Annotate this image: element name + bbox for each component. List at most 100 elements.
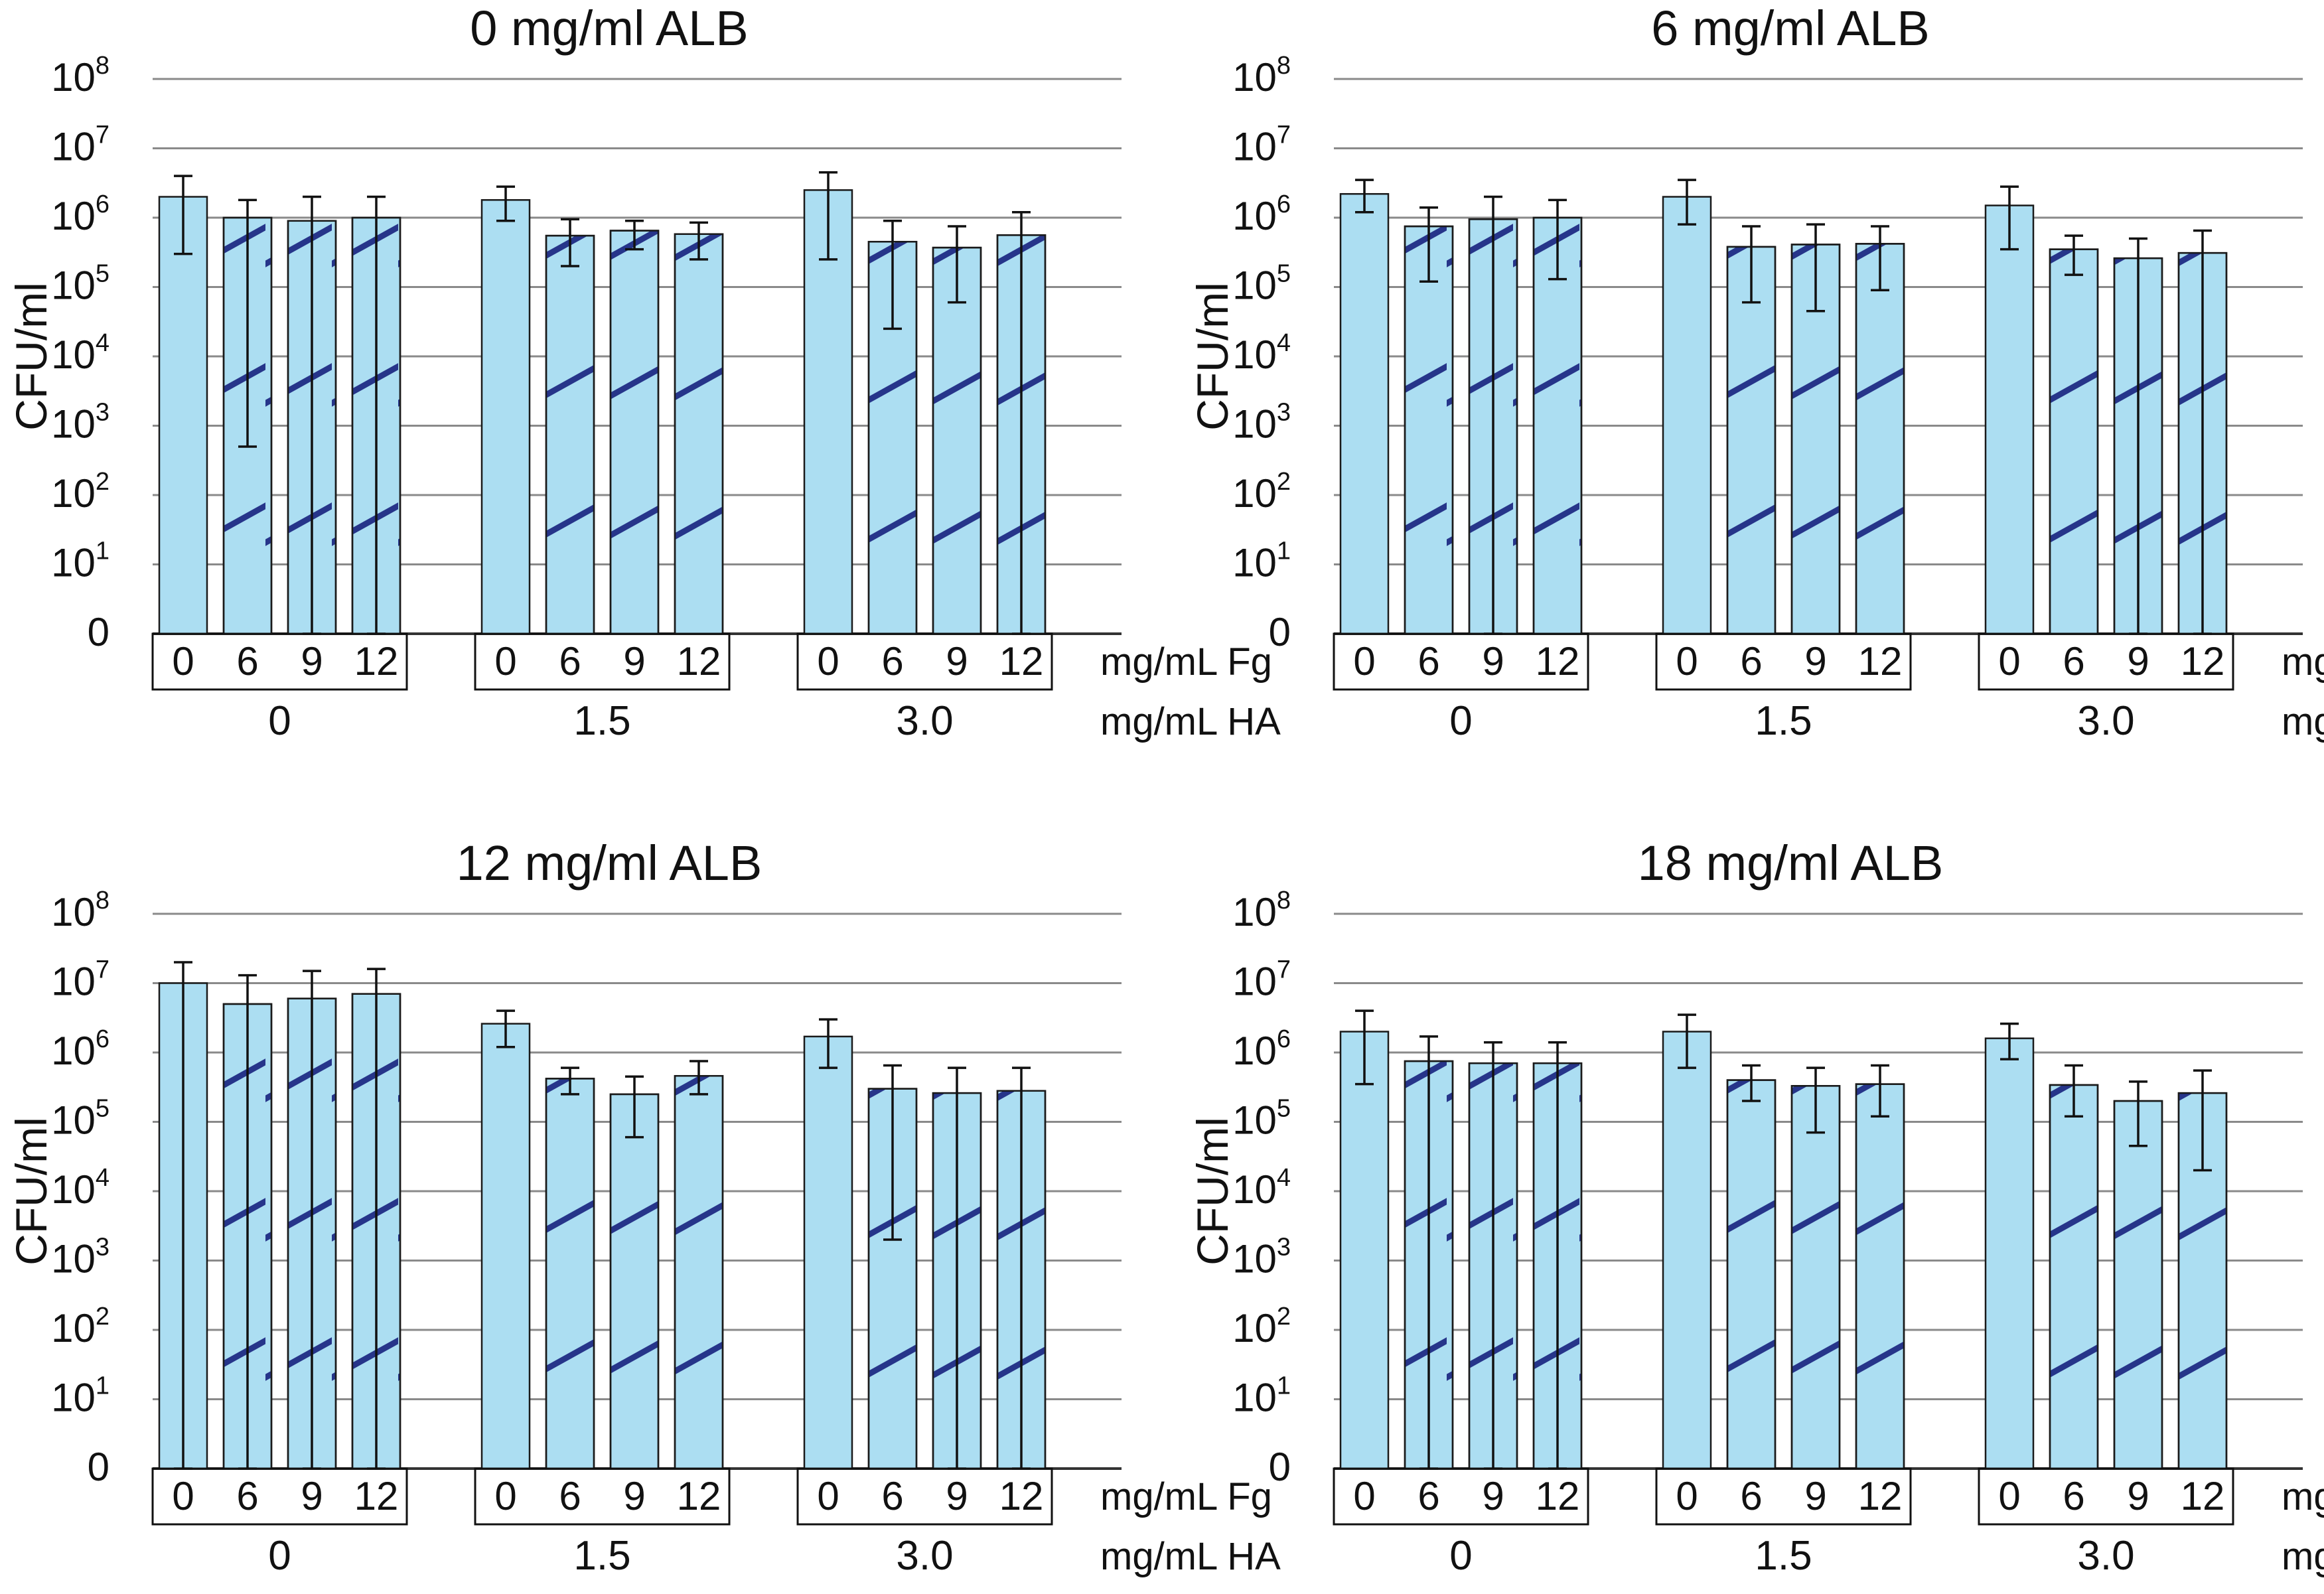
bar-hatch (932, 246, 982, 635)
y-tick-label: 101 (51, 1372, 109, 1420)
fg-label: 9 (1804, 1474, 1826, 1518)
y-tick-label: 104 (51, 1164, 109, 1212)
fg-label: 9 (623, 1474, 645, 1518)
fg-label: 12 (1536, 639, 1580, 684)
fg-label: 0 (1676, 1474, 1698, 1518)
fg-label: 9 (2127, 1474, 2149, 1518)
fg-label: 9 (946, 1474, 968, 1518)
bar (1339, 192, 1390, 635)
y-tick-label: 108 (1232, 52, 1291, 100)
y-tick-label: 107 (1232, 121, 1291, 169)
ha-label: 0 (1449, 698, 1472, 744)
bar-hatch (1532, 216, 1583, 635)
bar (1662, 196, 1712, 635)
y-axis-label: CFU/ml (1188, 1117, 1237, 1266)
bar (1339, 1031, 1390, 1470)
fg-label: 6 (236, 1474, 258, 1518)
fg-label: 12 (2181, 639, 2225, 684)
fg-row-label: mg/mL Fg (1100, 640, 1272, 684)
bar (1662, 1031, 1712, 1470)
y-tick-label: 108 (1232, 887, 1291, 934)
ha-label: 3.0 (2077, 1533, 2134, 1579)
y-tick-label: 105 (1232, 260, 1291, 308)
fg-label: 0 (1676, 639, 1698, 684)
fg-label: 9 (623, 639, 645, 684)
fg-group-box (1655, 1467, 1912, 1526)
ha-label: 0 (1449, 1533, 1472, 1579)
y-tick-label: 103 (51, 1234, 109, 1281)
y-axis-label: CFU/ml (7, 1117, 56, 1266)
chart-panel: 18 mg/ml ALB CFU/ml 0 101 102 103 104 105 106 107… (1188, 835, 2324, 1579)
y-tick-label: 104 (51, 329, 109, 377)
y-tick-label: 0 (88, 1445, 109, 1489)
bar-hatch (1855, 243, 1905, 635)
fg-label: 0 (172, 1474, 194, 1518)
y-tick-label: 107 (51, 956, 109, 1004)
bar-hatch (2113, 1100, 2163, 1470)
fg-group-box (1978, 632, 2234, 691)
y-tick-label: 102 (51, 468, 109, 516)
y-tick-label: 107 (1232, 956, 1291, 1004)
fg-label: 12 (2181, 1474, 2225, 1518)
bar (1984, 204, 2035, 635)
y-tick-label: 103 (1232, 399, 1291, 447)
fg-group-box (151, 1467, 408, 1526)
fg-label: 6 (881, 1474, 903, 1518)
fg-label: 12 (677, 639, 721, 684)
y-tick-label: 102 (1232, 1303, 1291, 1350)
y-tick-label: 0 (88, 610, 109, 654)
fg-label: 12 (354, 1474, 399, 1518)
fg-group-box (796, 632, 1053, 691)
fg-label: 6 (559, 1474, 581, 1518)
y-tick-label: 103 (1232, 1234, 1291, 1281)
ha-label: 0 (268, 698, 291, 744)
bar-hatch (674, 1074, 724, 1470)
fg-label: 9 (301, 639, 323, 684)
fg-label: 6 (559, 639, 581, 684)
y-tick-label: 102 (1232, 468, 1291, 516)
y-tick-label: 106 (51, 190, 109, 238)
fg-group-box (474, 1467, 731, 1526)
bar-hatch (2049, 1084, 2099, 1470)
bar-hatch (609, 1093, 660, 1470)
ha-label: 3.0 (896, 1533, 953, 1579)
y-tick-label: 101 (51, 538, 109, 585)
y-tick-label: 0 (1269, 610, 1291, 654)
bar-hatch (609, 230, 660, 635)
y-tick-label: 104 (1232, 1164, 1291, 1212)
chart-panel: 0 mg/ml ALB CFU/ml 0 101 102 103 104 105 106 107 1… (7, 1, 1281, 744)
fg-group-box (796, 1467, 1053, 1526)
bar-hatch (545, 234, 595, 635)
bar-hatch (2049, 248, 2099, 635)
fg-row-label: mg/mL Fg (1100, 1475, 1272, 1518)
fg-label: 6 (2063, 1474, 2084, 1518)
fg-label: 6 (1740, 639, 1762, 684)
fg-label: 0 (494, 1474, 516, 1518)
ha-label: 1.5 (573, 1533, 630, 1579)
ha-label: 1.5 (1755, 698, 1812, 744)
fg-label: 9 (946, 639, 968, 684)
chart-title: 0 mg/ml ALB (470, 1, 749, 56)
bar (480, 199, 531, 635)
fg-label: 0 (494, 639, 516, 684)
fg-label: 9 (1482, 1474, 1504, 1518)
ha-label: 1.5 (573, 698, 630, 744)
bar-hatch (1404, 225, 1454, 635)
y-tick-label: 106 (1232, 1025, 1291, 1073)
fg-label: 12 (1858, 1474, 1903, 1518)
y-axis-label: CFU/ml (1188, 282, 1237, 431)
fg-row-label: mg/mL Fg (2282, 640, 2324, 684)
y-tick-label: 106 (1232, 190, 1291, 238)
fg-label: 0 (172, 639, 194, 684)
y-tick-label: 102 (51, 1303, 109, 1350)
bar (480, 1023, 531, 1470)
fg-label: 6 (1417, 1474, 1439, 1518)
fg-group-box (1978, 1467, 2234, 1526)
y-tick-label: 107 (51, 121, 109, 169)
ha-label: 1.5 (1755, 1533, 1812, 1579)
fg-group-box (1333, 632, 1589, 691)
y-tick-label: 101 (1232, 538, 1291, 585)
fg-label: 12 (1536, 1474, 1580, 1518)
bar-hatch (1855, 1083, 1905, 1470)
